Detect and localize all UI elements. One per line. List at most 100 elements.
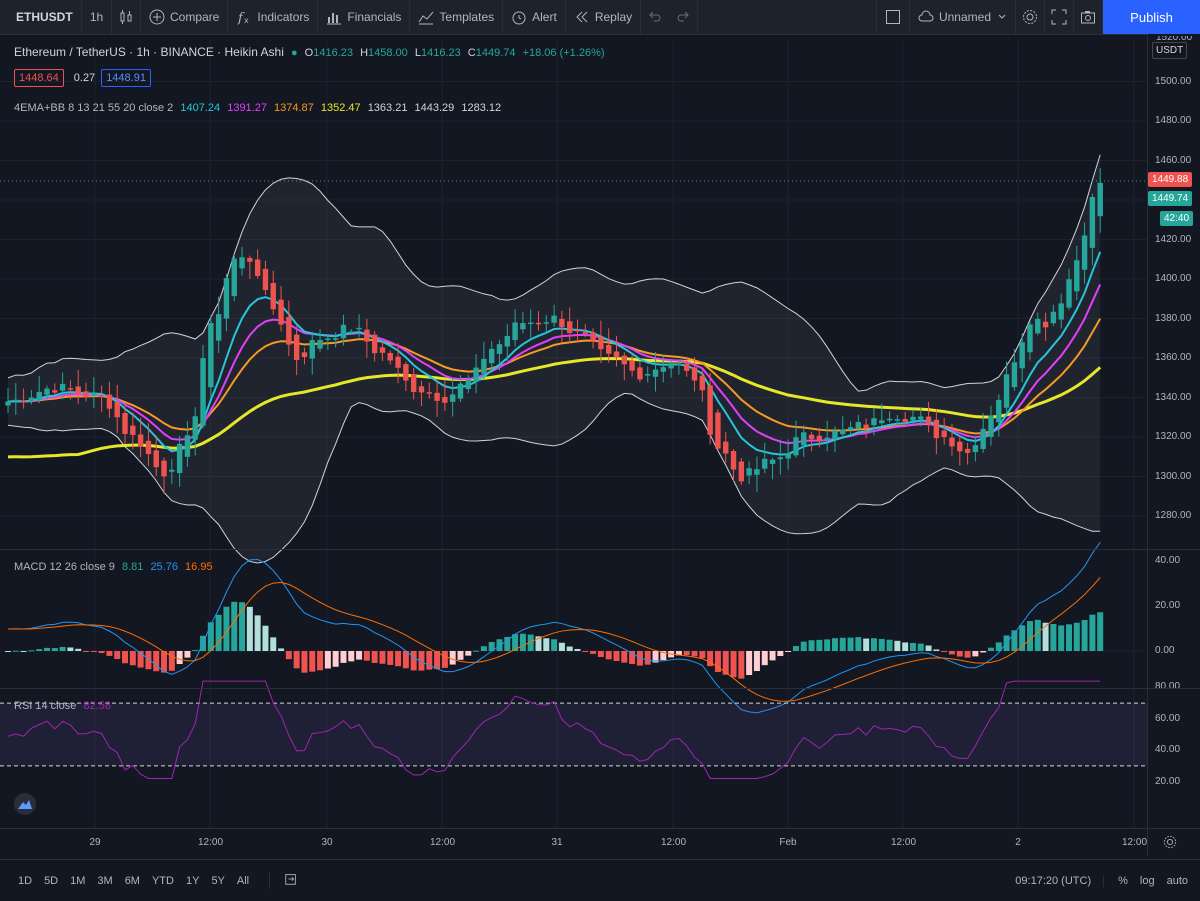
redo-button[interactable]: [669, 0, 699, 34]
candle-body: [801, 432, 807, 446]
candle-body: [855, 422, 862, 429]
macd-histogram-bar: [317, 651, 324, 671]
rsi-legend[interactable]: RSI 14 close 82.58: [14, 700, 115, 712]
candle-body: [348, 331, 354, 333]
range-button[interactable]: 1D: [18, 874, 33, 887]
candle-body: [176, 443, 183, 474]
macd-legend[interactable]: MACD 12 26 close 9 8.81 25.76 16.95: [14, 561, 217, 573]
macd-histogram-bar: [465, 651, 472, 656]
macd-histogram-bar: [675, 651, 682, 656]
macd-histogram-bar: [434, 651, 441, 670]
candle-body: [606, 344, 612, 354]
candle-body: [184, 435, 191, 457]
macd-histogram-bar: [558, 642, 565, 651]
publish-button[interactable]: Publish: [1103, 0, 1200, 34]
financials-button[interactable]: Financials: [318, 0, 411, 34]
tradingview-logo[interactable]: [14, 793, 36, 815]
macd-histogram-bar: [363, 651, 370, 661]
candle-body: [894, 419, 901, 421]
macd-tick-label: 0.00: [1155, 645, 1175, 656]
redo-icon: [677, 11, 689, 22]
chart-style-button[interactable]: [112, 0, 141, 34]
settings-button[interactable]: [1016, 0, 1045, 34]
range-button[interactable]: 6M: [124, 874, 140, 887]
time-tick-label: 29: [89, 837, 101, 848]
macd-histogram-bar: [395, 651, 402, 667]
macd-histogram-bar: [886, 639, 893, 651]
macd-histogram-bar: [473, 650, 480, 652]
macd-histogram-bar: [1019, 625, 1026, 651]
candle-body: [457, 383, 464, 399]
range-button[interactable]: 5D: [44, 874, 59, 887]
candle-body: [98, 395, 105, 397]
currency-badge[interactable]: USDT: [1152, 42, 1188, 59]
rsi-tick-label: 40.00: [1155, 744, 1181, 756]
range-button[interactable]: YTD: [151, 874, 174, 887]
fullscreen-button[interactable]: [1045, 0, 1074, 34]
candle-body: [754, 469, 760, 475]
candle-body: [137, 434, 144, 447]
range-button[interactable]: All: [236, 874, 250, 887]
ema-legend[interactable]: 4EMA+BB 8 13 21 55 20 close 2 1407.24 13…: [14, 102, 505, 114]
compare-button[interactable]: Compare: [141, 0, 229, 34]
macd-histogram-bar: [5, 651, 11, 652]
utc-time[interactable]: 09:17:20 (UTC): [1009, 874, 1105, 887]
rsi-tick-label: 60.00: [1155, 712, 1181, 724]
macd-histogram-bar: [418, 651, 425, 671]
range-button[interactable]: 3M: [97, 874, 113, 887]
date-range-button[interactable]: [269, 872, 298, 889]
alert-button[interactable]: Alert: [503, 0, 566, 34]
candle-body: [192, 416, 198, 440]
legend-o-label: O: [304, 47, 314, 59]
candle-body: [707, 385, 713, 435]
range-button[interactable]: 1Y: [185, 874, 200, 887]
bid-price[interactable]: 1448.64: [14, 69, 64, 87]
candle-body: [910, 416, 916, 421]
interval-button[interactable]: 1h: [82, 0, 112, 34]
candle-body: [527, 322, 534, 325]
range-button[interactable]: 1M: [70, 874, 86, 887]
pane-separator-macd[interactable]: [0, 549, 1200, 550]
symbol-search[interactable]: ETHUSDT: [0, 0, 82, 34]
candle-body: [567, 321, 573, 333]
price-tick-label: 1500.00: [1155, 75, 1192, 87]
undo-button[interactable]: [641, 0, 669, 34]
candle-body: [426, 392, 432, 394]
macd-histogram-bar: [309, 651, 316, 672]
templates-button[interactable]: Templates: [410, 0, 504, 34]
svg-text:f: f: [237, 11, 245, 25]
candle-body: [364, 329, 370, 342]
candle-body: [824, 437, 830, 440]
macd-histogram-bar: [285, 651, 292, 660]
countdown-label: 42:40: [1160, 211, 1194, 226]
replay-button[interactable]: Replay: [566, 0, 642, 34]
macd-histogram-bar: [223, 606, 230, 651]
price-scale[interactable]: 1520.00 USDT: [1147, 34, 1200, 856]
macd-histogram-bar: [582, 651, 589, 652]
range-button[interactable]: 5Y: [211, 874, 225, 887]
macd-histogram-bar: [28, 650, 35, 652]
chart-canvas[interactable]: [0, 34, 1147, 856]
time-axis[interactable]: 29 12:00 30 12:00 31 12:00 Feb 12:00 2 12:00: [0, 829, 1147, 859]
time-axis-settings-button[interactable]: [1163, 835, 1177, 852]
macd-histogram-bar: [792, 646, 799, 651]
auto-toggle[interactable]: auto: [1166, 874, 1188, 887]
log-toggle[interactable]: log: [1139, 874, 1155, 887]
bollinger-lower-line: [7, 392, 1101, 564]
macd-histogram-bar: [824, 639, 831, 651]
select-checkbox[interactable]: [875, 0, 910, 34]
ask-price[interactable]: 1448.91: [101, 69, 151, 87]
pane-separator-rsi[interactable]: [0, 688, 1200, 689]
candle-body: [808, 434, 815, 440]
macd-histogram-bar: [114, 651, 121, 659]
layout-name-button[interactable]: Unnamed: [910, 0, 1016, 34]
macd-histogram-bar: [683, 651, 690, 656]
snapshot-button[interactable]: [1074, 0, 1103, 34]
macd-histogram-bar: [551, 639, 558, 651]
bollinger-upper-line: [7, 154, 1101, 392]
percent-toggle[interactable]: %: [1118, 874, 1128, 887]
alert-label: Alert: [532, 10, 557, 24]
candle-body: [434, 392, 440, 401]
